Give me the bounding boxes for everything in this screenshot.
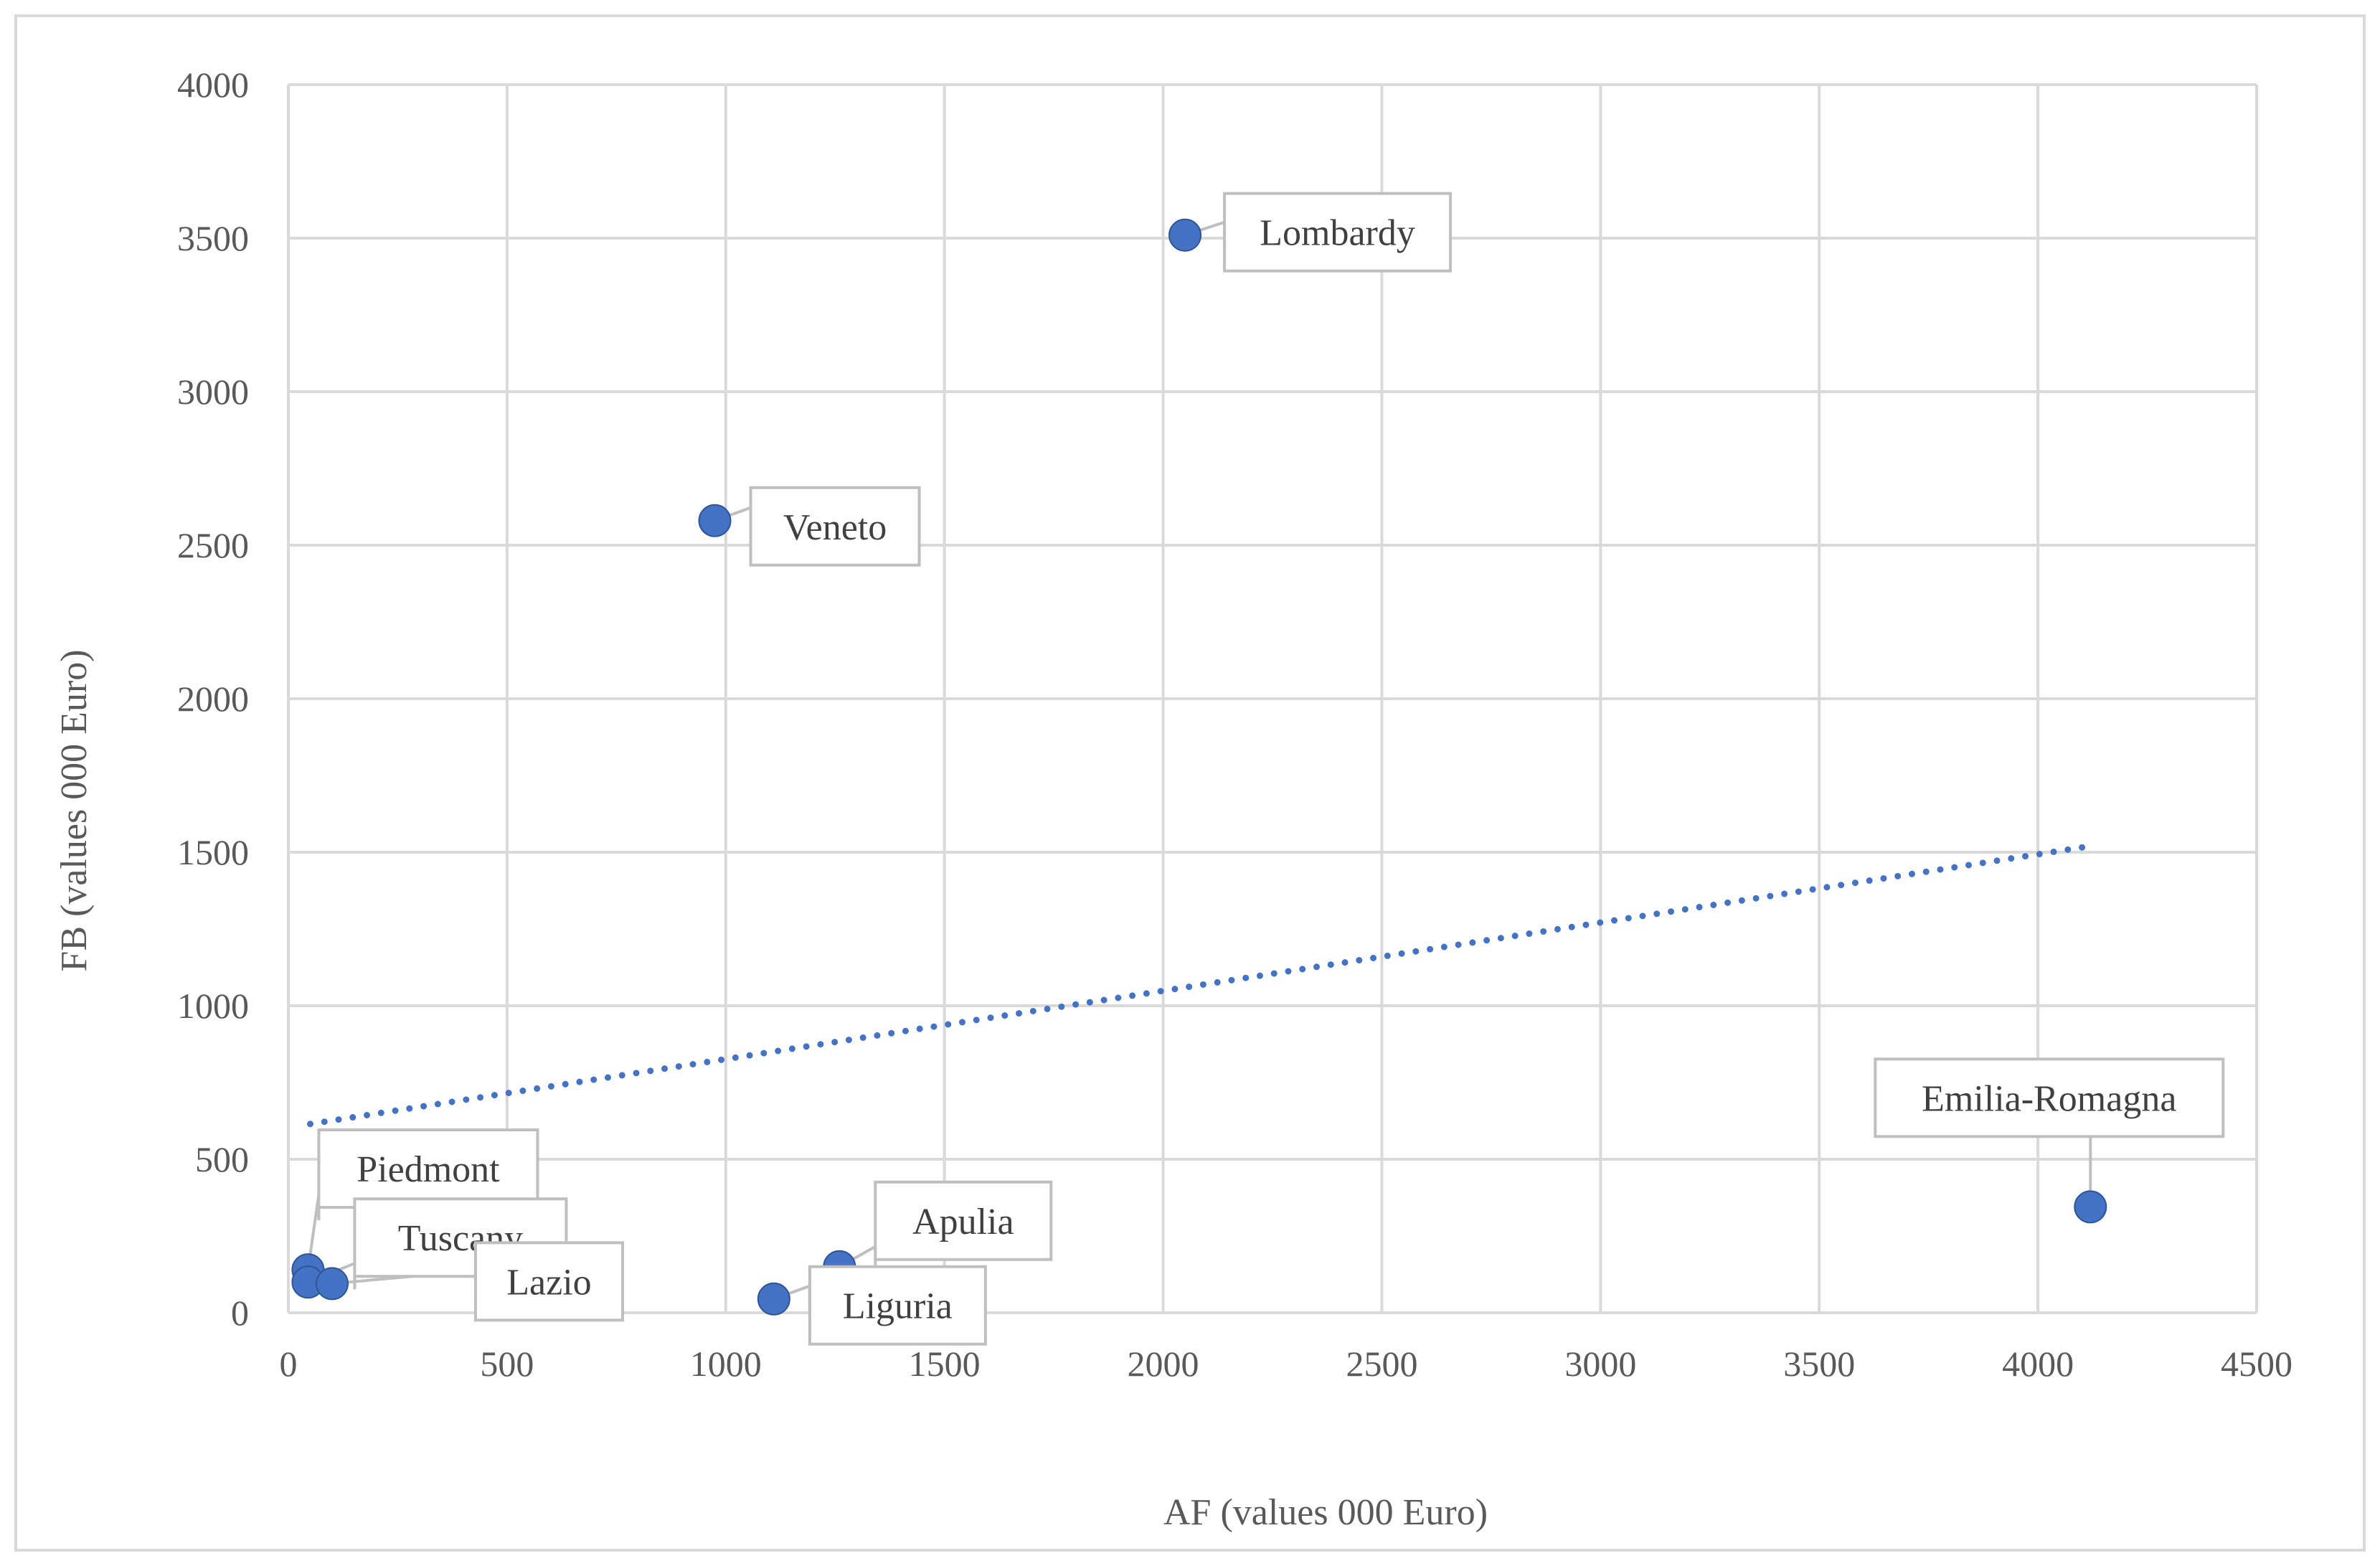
point-callout: Apulia xyxy=(874,1180,1053,1261)
data-point xyxy=(698,504,732,537)
y-tick-label: 1500 xyxy=(177,832,249,872)
callout-box xyxy=(749,486,921,567)
trendline-layer xyxy=(306,842,2094,1128)
x-axis-title: AF (values 000 Euro) xyxy=(1163,1492,1488,1533)
data-points xyxy=(291,218,2107,1316)
point-label: Lombardy xyxy=(1260,213,1415,254)
x-tick-label: 2000 xyxy=(1128,1344,1199,1384)
chart-frame xyxy=(14,14,2366,1552)
point-callout: Veneto xyxy=(749,486,921,567)
y-tick-label: 2500 xyxy=(177,525,249,565)
y-tick-label: 2000 xyxy=(177,679,249,719)
x-tick-label: 3500 xyxy=(1783,1344,1855,1384)
point-callout: Lazio xyxy=(473,1241,624,1322)
x-tick-label: 3000 xyxy=(1564,1344,1636,1384)
callout-box xyxy=(1223,192,1453,273)
point-label: Piedmont xyxy=(356,1149,500,1190)
y-tick-label: 0 xyxy=(231,1293,249,1333)
callout-leaders xyxy=(306,220,2092,1312)
point-label: Apulia xyxy=(912,1202,1014,1242)
callout-box xyxy=(473,1241,624,1322)
x-tick-label: 1500 xyxy=(909,1344,981,1384)
callout-box xyxy=(317,1128,539,1209)
tick-labels: 0 500 1000 1500 2000 2500 3000 3500 4000 4500 0 500… xyxy=(177,65,2292,1384)
x-tick-label: 500 xyxy=(480,1344,534,1384)
x-tick-label: 4000 xyxy=(2002,1344,2074,1384)
y-tick-label: 4000 xyxy=(177,65,249,105)
y-tick-label: 1000 xyxy=(177,986,249,1026)
y-tick-label: 500 xyxy=(195,1139,249,1179)
data-point xyxy=(1168,218,1202,252)
point-label: Liguria xyxy=(843,1286,953,1327)
point-callout: Lombardy xyxy=(1223,192,1453,273)
point-callout: Liguria xyxy=(808,1265,987,1346)
y-axis-title: FB (values 000 Euro) xyxy=(54,649,95,971)
point-label: Emilia-Romagna xyxy=(1922,1078,2176,1119)
x-tick-label: 2500 xyxy=(1346,1344,1417,1384)
callout-box xyxy=(808,1265,987,1346)
point-callout: Emilia-Romagna xyxy=(1874,1057,2225,1138)
data-point xyxy=(757,1282,790,1316)
data-point xyxy=(315,1267,349,1301)
x-tick-label: 0 xyxy=(280,1344,298,1384)
point-label: Lazio xyxy=(506,1262,591,1303)
x-tick-label: 1000 xyxy=(690,1344,762,1384)
point-callout: Piedmont xyxy=(317,1128,539,1209)
data-point xyxy=(2074,1190,2107,1224)
point-label: Veneto xyxy=(783,507,887,548)
callout-labels: LombardyVenetoEmilia-RomagnaPiedmontTusc… xyxy=(317,192,2225,1346)
y-tick-label: 3000 xyxy=(177,372,249,412)
trendline xyxy=(306,842,2094,1128)
callout-box xyxy=(874,1180,1053,1261)
callout-box xyxy=(1874,1057,2225,1138)
x-tick-label: 4500 xyxy=(2221,1344,2292,1384)
y-tick-label: 3500 xyxy=(177,218,249,258)
